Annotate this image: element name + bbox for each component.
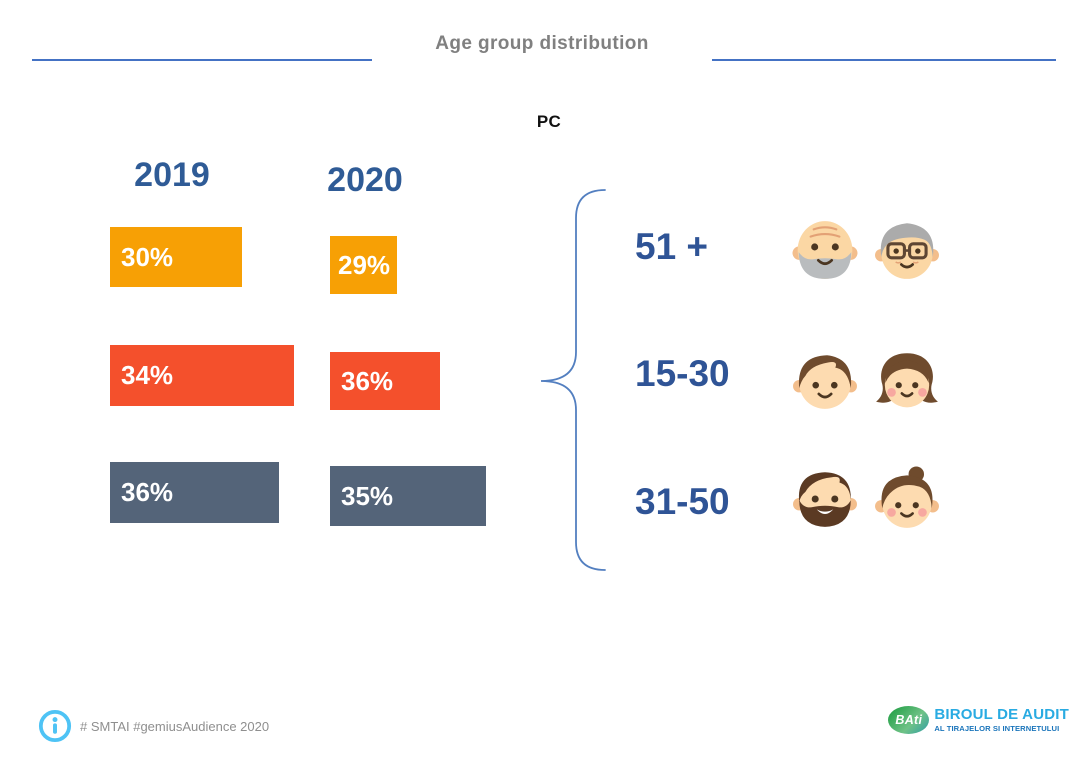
bar-2019-15-30: 34%: [110, 345, 294, 406]
bar-value-label: 35%: [341, 480, 394, 511]
brace-icon: [540, 189, 606, 571]
old-man-emoji: [792, 221, 858, 279]
boy-emoji: [793, 355, 857, 409]
age-group-label-15-30: 15-30: [635, 353, 730, 394]
bar-2020-15-30: 36%: [330, 352, 440, 410]
title-rule-right: [712, 59, 1056, 61]
logo-line2: AL TIRAJELOR SI INTERNETULUI: [934, 723, 1060, 733]
bar-value-label: 36%: [341, 365, 394, 396]
bati-logo-badge: BAti: [888, 706, 930, 734]
man-emoji: [793, 472, 857, 527]
girl-emoji: [876, 353, 938, 408]
bar-2019-51plus: 30%: [110, 227, 242, 287]
title-rule-left: [32, 59, 372, 61]
device-label: PC: [536, 112, 562, 131]
bar-2019-31-50: 36%: [110, 462, 279, 523]
year-header-2020: 2020: [327, 161, 403, 199]
footer-hashtags: # SMTAI #gemiusAudience 2020: [80, 719, 270, 734]
bar-2020-31-50: 35%: [330, 466, 486, 526]
bar-value-label: 29%: [338, 249, 391, 280]
bati-logo: BAti BIROUL DE AUDIT AL TIRAJELOR SI INT…: [888, 706, 1069, 734]
year-header-2019: 2019: [134, 156, 210, 194]
bar-2020-51plus: 29%: [330, 236, 397, 294]
age-group-icons-51plus: [792, 216, 940, 282]
bar-value-label: 34%: [121, 360, 174, 390]
age-group-icons-15-30: [792, 347, 940, 413]
page-title: Age group distribution: [435, 33, 649, 54]
bar-value-label: 30%: [121, 241, 174, 272]
woman-emoji: [875, 466, 939, 528]
info-icon: [38, 709, 72, 743]
bati-logo-text: BIROUL DE AUDIT AL TIRAJELOR SI INTERNET…: [934, 707, 1069, 732]
age-group-icons-31-50: [792, 465, 940, 531]
logo-line1: BIROUL DE AUDIT: [934, 706, 1069, 724]
old-woman-emoji: [875, 223, 939, 279]
age-group-label-51plus: 51 +: [635, 226, 709, 267]
age-group-label-31-50: 31-50: [635, 481, 730, 522]
bar-value-label: 36%: [121, 477, 174, 507]
